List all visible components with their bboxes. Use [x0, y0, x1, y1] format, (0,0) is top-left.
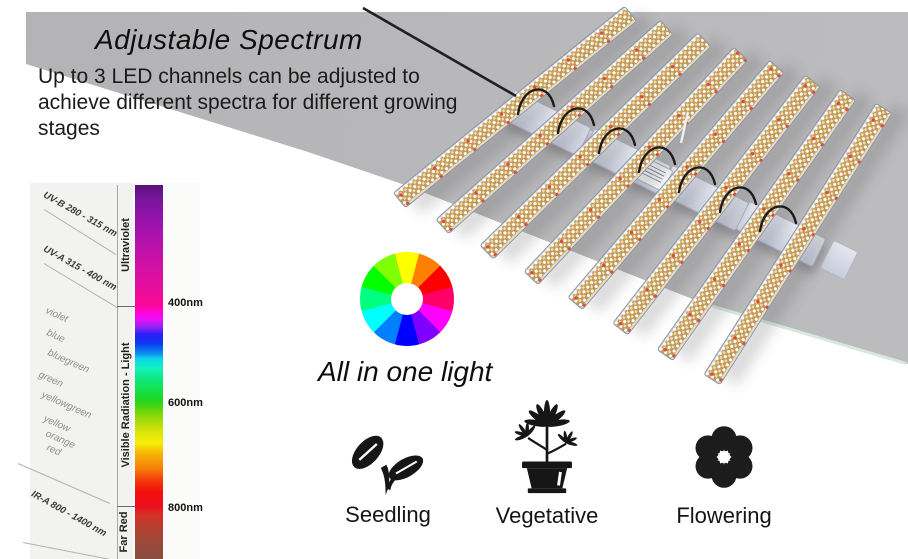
chart-divider-vertical — [117, 185, 118, 559]
spectrum-gradient-bar — [135, 185, 163, 559]
stage-label: Flowering — [676, 503, 772, 528]
stage-flowering: Flowering — [658, 418, 790, 529]
color-name-green: green — [36, 369, 65, 390]
stage-seedling: Seedling — [327, 428, 449, 528]
section-label-ultraviolet: Ultraviolet — [120, 218, 132, 272]
color-name-blue: blue — [44, 327, 67, 346]
chart-divider-uv-visible — [117, 306, 136, 307]
color-name-violet: violet — [43, 305, 70, 326]
chart-lead-line — [22, 542, 116, 559]
stage-label: Vegetative — [495, 503, 599, 528]
stage-vegetative: Vegetative — [487, 400, 607, 529]
description-line: stages — [38, 117, 100, 140]
flower-icon — [695, 426, 753, 488]
page-description: Up to 3 LED channels can be adjusted to … — [38, 64, 457, 142]
seedling-icon — [351, 435, 424, 495]
section-label-far-red: Far Red — [118, 511, 130, 553]
stage-label: Seedling — [345, 502, 431, 527]
color-wheel-icon — [360, 252, 454, 346]
color-name-bluegreen: bluegreen — [45, 347, 91, 376]
description-line: achieve different spectra for different … — [38, 91, 458, 114]
description-line: Up to 3 LED channels can be adjusted to — [38, 65, 420, 88]
page-title: Adjustable Spectrum — [95, 24, 363, 55]
vegetative-plant-icon — [514, 400, 578, 494]
wavelength-tick-800: 800nm — [168, 502, 203, 514]
chart-divider-visible-farred — [117, 506, 136, 507]
wavelength-tick-400: 400nm — [168, 297, 203, 309]
tagline: All in one light — [318, 356, 493, 387]
wavelength-tick-600: 600nm — [168, 397, 203, 409]
spectrum-chart: Ultraviolet Visible Radiation - Light Fa… — [17, 183, 203, 559]
section-label-visible: Visible Radiation - Light — [120, 342, 132, 468]
